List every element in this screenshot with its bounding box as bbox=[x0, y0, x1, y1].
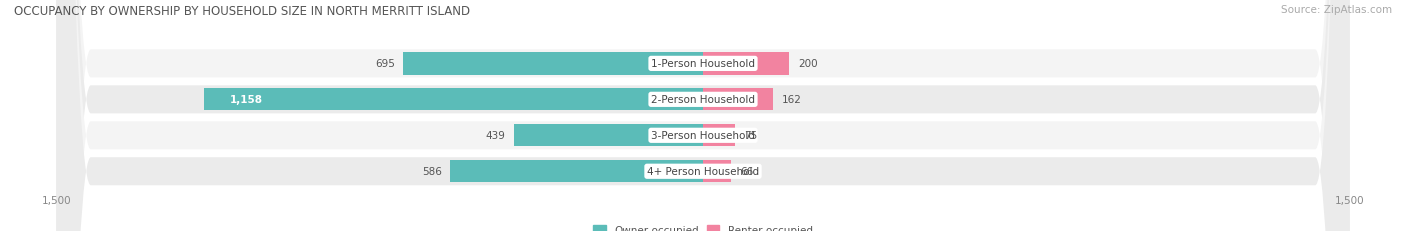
Text: 66: 66 bbox=[740, 167, 754, 176]
FancyBboxPatch shape bbox=[56, 0, 1350, 231]
Text: 162: 162 bbox=[782, 95, 801, 105]
Bar bbox=[703, 125, 735, 147]
Bar bbox=[703, 89, 773, 111]
Text: 586: 586 bbox=[422, 167, 441, 176]
Text: 3-Person Household: 3-Person Household bbox=[651, 131, 755, 141]
Bar bbox=[513, 125, 703, 147]
Bar bbox=[703, 53, 789, 75]
Bar bbox=[450, 160, 703, 183]
Text: 200: 200 bbox=[797, 59, 817, 69]
FancyBboxPatch shape bbox=[56, 0, 1350, 231]
Text: 2-Person Household: 2-Person Household bbox=[651, 95, 755, 105]
Text: 75: 75 bbox=[744, 131, 758, 141]
FancyBboxPatch shape bbox=[56, 0, 1350, 231]
Text: 1-Person Household: 1-Person Household bbox=[651, 59, 755, 69]
FancyBboxPatch shape bbox=[56, 0, 1350, 231]
Bar bbox=[404, 53, 703, 75]
Bar bbox=[204, 89, 703, 111]
Text: 1,158: 1,158 bbox=[229, 95, 263, 105]
Bar bbox=[703, 160, 731, 183]
Text: OCCUPANCY BY OWNERSHIP BY HOUSEHOLD SIZE IN NORTH MERRITT ISLAND: OCCUPANCY BY OWNERSHIP BY HOUSEHOLD SIZE… bbox=[14, 5, 470, 18]
Legend: Owner-occupied, Renter-occupied: Owner-occupied, Renter-occupied bbox=[589, 220, 817, 231]
Text: 695: 695 bbox=[375, 59, 395, 69]
Text: 4+ Person Household: 4+ Person Household bbox=[647, 167, 759, 176]
Text: Source: ZipAtlas.com: Source: ZipAtlas.com bbox=[1281, 5, 1392, 15]
Text: 439: 439 bbox=[485, 131, 505, 141]
